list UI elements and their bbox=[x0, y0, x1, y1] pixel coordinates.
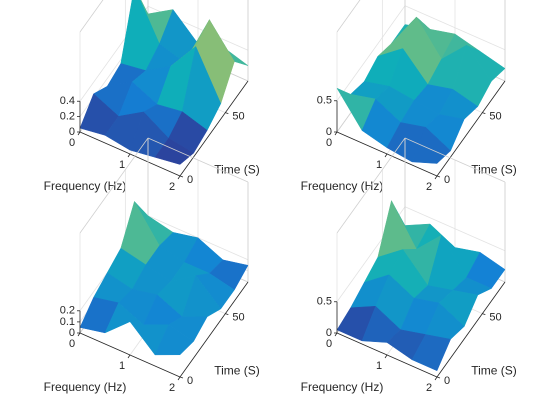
x-axis-label: Frequency (Hz) bbox=[44, 380, 127, 394]
y-axis-label: Time (S) bbox=[471, 363, 517, 377]
tick-mark bbox=[436, 175, 441, 178]
z-tick-label: 0.5 bbox=[317, 95, 332, 107]
x-axis-label: Frequency (Hz) bbox=[301, 179, 384, 193]
x-tick-label: 0 bbox=[326, 137, 332, 149]
tick-mark bbox=[384, 354, 388, 359]
tick-mark bbox=[334, 131, 338, 136]
tick-mark bbox=[127, 354, 131, 359]
z-tick-label: 0 bbox=[326, 327, 332, 339]
tick-mark bbox=[384, 153, 388, 158]
grid-line bbox=[336, 5, 406, 101]
box-edge bbox=[404, 137, 506, 183]
x-tick-label: 2 bbox=[426, 181, 432, 193]
x-tick-label: 2 bbox=[426, 382, 432, 394]
tick-mark bbox=[434, 175, 438, 180]
tick-mark bbox=[225, 313, 229, 316]
grid-line bbox=[404, 206, 506, 252]
y-axis bbox=[436, 281, 506, 378]
x-axis-label: Frequency (Hz) bbox=[44, 179, 127, 193]
x-tick-label: 2 bbox=[169, 181, 175, 193]
tick-mark bbox=[482, 313, 486, 316]
z-tick-label: 0 bbox=[69, 327, 75, 339]
z-tick-label: 0.2 bbox=[60, 111, 75, 123]
tick-mark bbox=[225, 112, 229, 115]
tick-mark bbox=[436, 376, 441, 379]
box-edge bbox=[79, 0, 104, 33]
y-axis-label: Time (S) bbox=[214, 363, 260, 377]
tick-mark bbox=[77, 131, 81, 136]
y-axis bbox=[179, 281, 249, 378]
y-tick-label: 0 bbox=[444, 174, 450, 186]
z-tick-label: 0.2 bbox=[60, 305, 75, 317]
grid-line bbox=[404, 5, 506, 51]
box-edge bbox=[336, 0, 361, 33]
tick-mark bbox=[127, 153, 131, 158]
y-axis bbox=[436, 80, 506, 177]
y-tick-label: 0 bbox=[187, 375, 193, 387]
tick-mark bbox=[177, 376, 181, 381]
tick-mark bbox=[77, 332, 81, 337]
z-tick-label: 0 bbox=[326, 126, 332, 138]
z-tick-label: 0 bbox=[69, 126, 75, 138]
x-tick-label: 1 bbox=[376, 159, 382, 171]
x-tick-label: 1 bbox=[119, 360, 125, 372]
y-axis-label: Time (S) bbox=[214, 162, 260, 176]
x-tick-label: 0 bbox=[69, 338, 75, 350]
surface-patch bbox=[154, 324, 194, 356]
z-tick-label: 0.1 bbox=[60, 316, 75, 328]
y-tick-label: 50 bbox=[232, 312, 244, 324]
tick-mark bbox=[334, 332, 338, 337]
y-tick-label: 0 bbox=[444, 375, 450, 387]
y-tick-label: 0 bbox=[187, 174, 193, 186]
y-tick-label: 50 bbox=[489, 312, 501, 324]
tick-mark bbox=[434, 376, 438, 381]
tick-mark bbox=[179, 376, 184, 379]
y-axis-label: Time (S) bbox=[471, 162, 517, 176]
tick-mark bbox=[179, 175, 184, 178]
box-edge bbox=[336, 137, 406, 234]
x-tick-label: 1 bbox=[376, 360, 382, 372]
y-tick-label: 50 bbox=[489, 111, 501, 123]
x-tick-label: 0 bbox=[326, 338, 332, 350]
surface-patch bbox=[411, 334, 451, 372]
tick-mark bbox=[482, 112, 486, 115]
box-edge bbox=[79, 137, 149, 234]
z-tick-label: 0.5 bbox=[317, 296, 332, 308]
tick-mark bbox=[177, 175, 181, 180]
surface-patch bbox=[411, 126, 451, 164]
x-axis-label: Frequency (Hz) bbox=[301, 380, 384, 394]
x-tick-label: 2 bbox=[169, 382, 175, 394]
y-axis bbox=[179, 80, 249, 177]
x-tick-label: 1 bbox=[119, 159, 125, 171]
y-tick-label: 50 bbox=[232, 111, 244, 123]
x-tick-label: 0 bbox=[69, 137, 75, 149]
z-tick-label: 0.4 bbox=[60, 95, 75, 107]
box-edge bbox=[147, 137, 249, 183]
